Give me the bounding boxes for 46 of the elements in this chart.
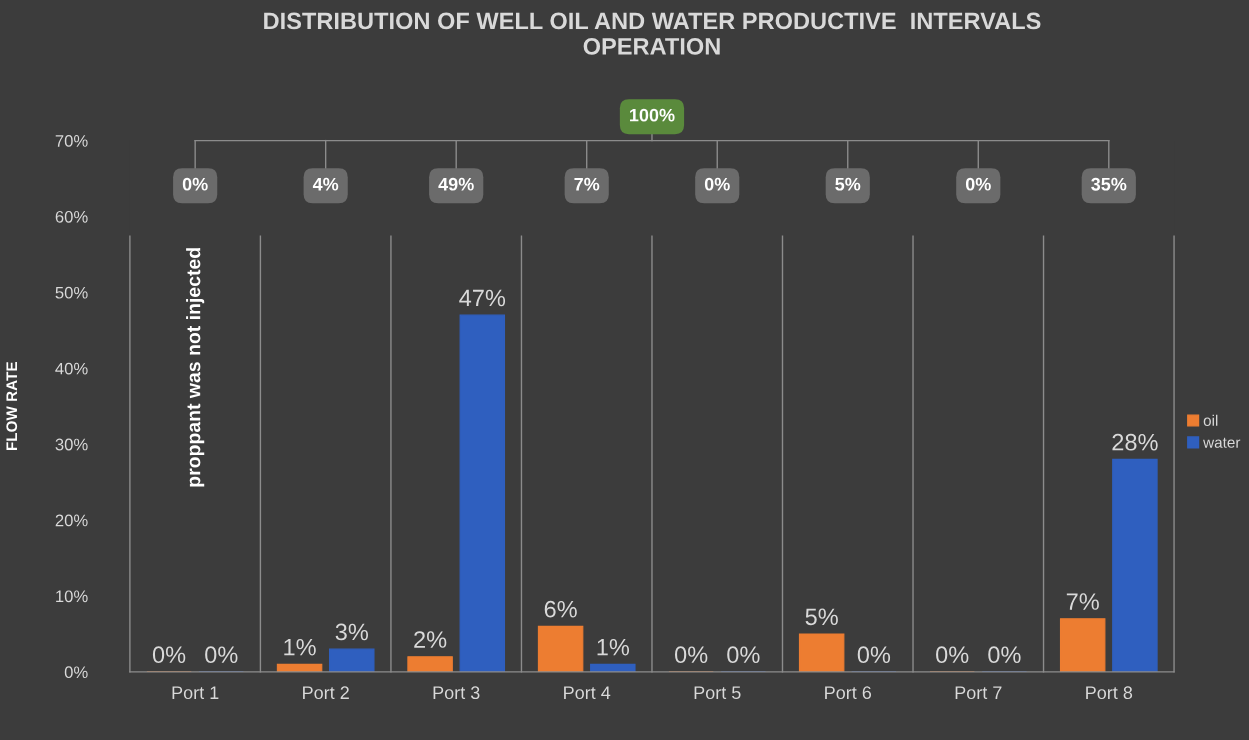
x-tick-label: Port 7 [955,686,1002,700]
x-tick-label: Port 4 [564,686,611,700]
data-label: 0% [674,646,708,664]
annotation: 7% [574,177,600,191]
data-label: 0% [152,646,186,664]
data-label: 6% [544,600,577,618]
y-tick-label: 10% [56,590,88,603]
legend-label: water [1203,437,1241,448]
chart-title: DISTRIBUTION OF WELL OIL AND WATER PRODUCTIVE INTERVALS OPERATION [264,12,1041,55]
x-tick-label: Port 5 [694,686,741,700]
data-label: 1% [284,638,316,656]
y-tick-label: 70% [55,135,88,147]
y-tick-label: 50% [55,286,88,299]
x-tick-label: Port 6 [825,686,872,700]
x-tick-label: Port 2 [303,686,349,700]
annotation: 4% [312,177,339,191]
y-tick-label: 30% [55,438,88,451]
data-label: 0% [936,646,969,664]
annotation: 0% [965,177,991,191]
data-label: 3% [335,623,368,641]
text: 100% [630,108,675,122]
data-label: 0% [857,646,891,664]
data-label: 28% [1112,433,1158,451]
y-tick-label: 20% [55,514,88,527]
data-label: 0% [727,646,760,664]
data-label: 7% [1066,593,1099,610]
annotation: 35% [1091,177,1127,191]
annotation: 0% [704,177,730,191]
y-tick-label: 40% [55,362,88,375]
annotation: proppant was not injected [186,248,205,487]
data-label: 2% [414,631,447,648]
y-axis-title: FLOW RATE [6,362,18,451]
data-label: 47% [459,289,506,307]
x-tick-label: Port 1 [172,686,219,700]
x-tick-label: Port 8 [1086,686,1133,700]
annotation: 0% [182,177,208,191]
x-tick-label: Port 3 [433,686,480,700]
annotation: 5% [835,177,861,191]
annotation: 49% [438,177,474,191]
y-tick-label: 0% [64,666,88,679]
data-label: 1% [597,638,630,656]
legend-label: oil [1203,414,1218,426]
data-label: 0% [988,646,1021,664]
y-tick-label: 60% [55,210,88,223]
data-label: 0% [205,646,238,664]
data-label: 5% [805,608,838,626]
